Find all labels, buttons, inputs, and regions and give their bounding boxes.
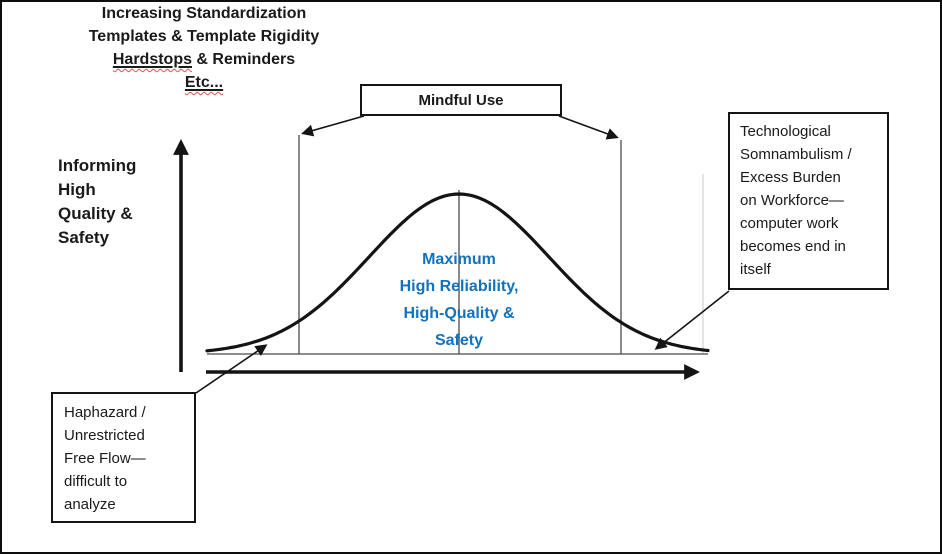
x-axis-line-1: Increasing Standardization	[101, 5, 307, 22]
reminders-words: & Reminders	[191, 51, 296, 68]
haphazard-connector-arrow	[195, 344, 268, 394]
bell-curve	[205, 192, 710, 353]
mindful-left-connector-arrow	[301, 115, 365, 137]
x-axis-line-4: Etc...	[2, 71, 406, 94]
somnambulism-connector-arrow	[654, 290, 730, 350]
haphazard-free-flow-box: Haphazard / Unrestricted Free Flow— diff…	[51, 392, 196, 523]
hardstops-word: Hardstops	[112, 51, 192, 68]
mindful-use-label: Mindful Use	[418, 91, 504, 109]
etc-word: Etc...	[184, 74, 224, 91]
technological-somnambulism-box: Technological Somnambulism / Excess Burd…	[728, 112, 889, 290]
curve-peak-label: Maximum High Reliability, High-Quality &…	[399, 251, 519, 349]
mindful-use-box: Mindful Use	[360, 84, 562, 116]
x-axis-line-2: Templates & Template Rigidity	[88, 28, 320, 45]
mindful-right-connector-arrow	[558, 115, 619, 140]
x-axis-line-3: Hardstops & Reminders	[2, 48, 406, 71]
x-axis-label: Increasing Standardization Templates & T…	[2, 2, 406, 94]
y-axis-label: Informing High Quality & Safety	[58, 156, 137, 247]
